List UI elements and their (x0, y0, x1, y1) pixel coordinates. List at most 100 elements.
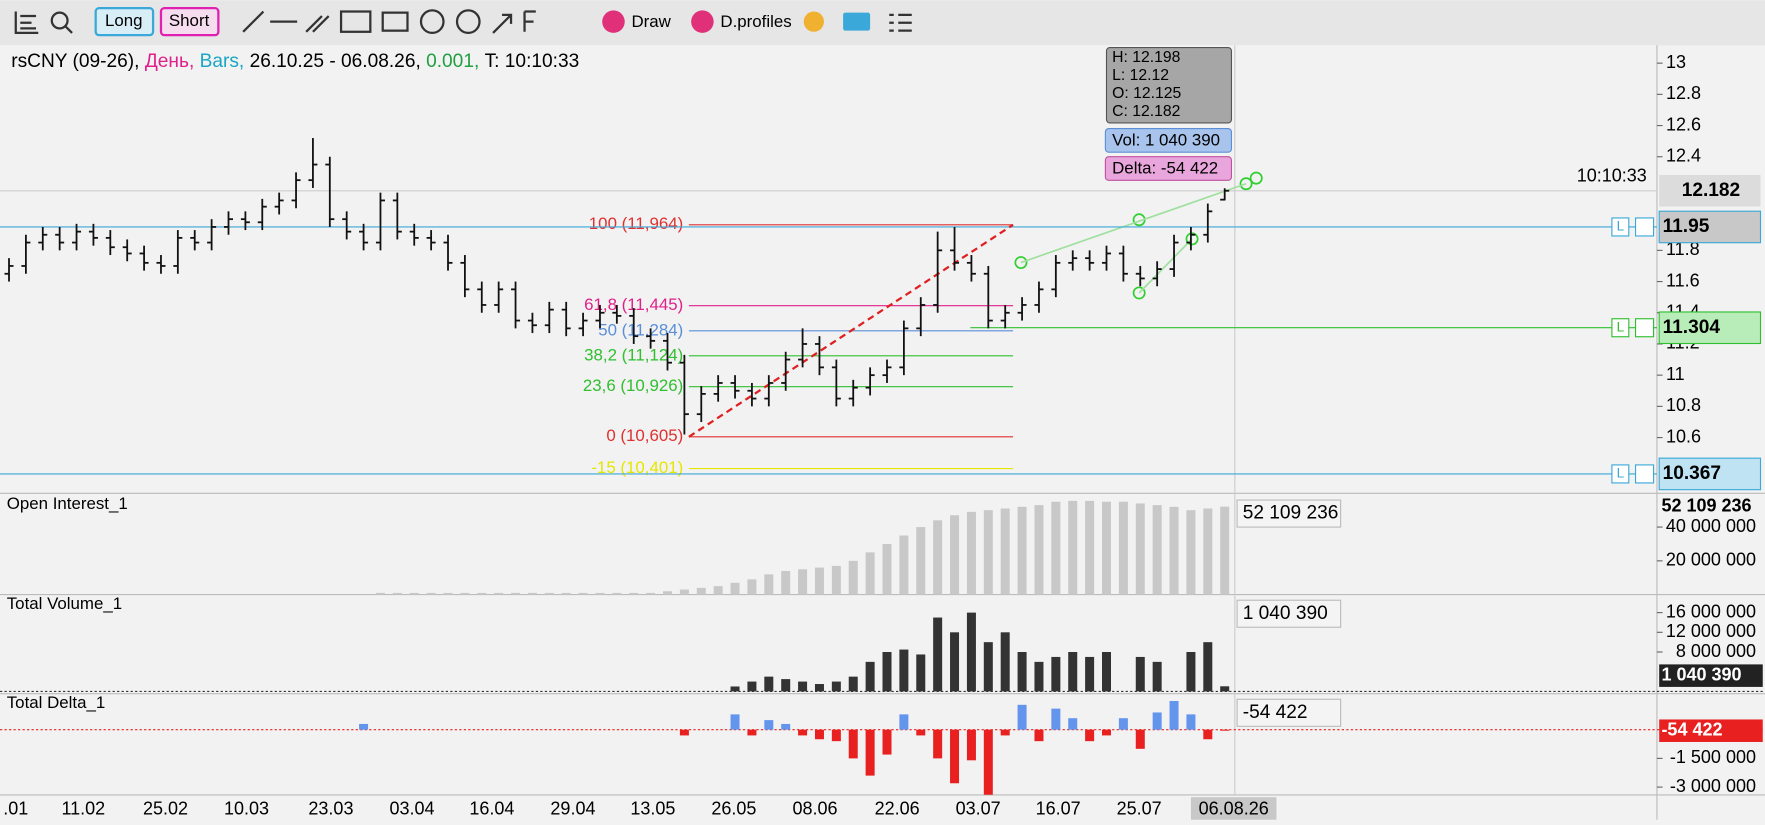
volume-bar (1220, 686, 1230, 692)
level-label: 11.95 (1663, 216, 1710, 237)
volume-bar (814, 684, 824, 692)
y-tick-label: 11 (1666, 364, 1685, 384)
volume-bar (865, 661, 875, 692)
axis-tag (1659, 495, 1763, 518)
date-label: .01 (3, 798, 28, 818)
volume-bar (882, 729, 892, 755)
profiles-label[interactable]: D.profiles (720, 12, 791, 31)
volume-bar (764, 720, 774, 730)
date-label: 16.07 (1036, 798, 1081, 818)
volume-bar (1051, 656, 1061, 692)
volume-bar (713, 586, 723, 595)
volume-bar (983, 642, 993, 692)
date-label: 11.02 (61, 798, 105, 818)
volume-bar (595, 592, 605, 595)
style: Bars, (200, 51, 245, 72)
badge-close (1634, 217, 1655, 237)
fib-label: 0 (10,605) (606, 426, 683, 445)
fib-label: 61,8 (11,445) (584, 295, 683, 314)
volume-bar (494, 592, 504, 595)
drawing-circles (1014, 171, 1263, 300)
volume-bar (831, 729, 841, 742)
volume-bar (612, 592, 622, 595)
long-label[interactable]: Long (105, 11, 143, 30)
draw-label[interactable]: Draw (631, 12, 671, 31)
fib-label: 23,6 (10,926) (583, 376, 683, 395)
volume-bar (848, 676, 858, 692)
volume-bar (646, 592, 656, 595)
volume-bar (730, 582, 740, 595)
volume-bar (1135, 503, 1145, 595)
date-label: 16.04 (469, 798, 514, 818)
volume-bar (629, 592, 639, 595)
step: 0.001, (426, 51, 479, 72)
info-open: O: 12.125 (1112, 85, 1181, 102)
volume-bar (747, 729, 757, 736)
keyboard-icon[interactable] (843, 12, 871, 31)
volume-bar (1085, 656, 1095, 692)
y-tick-label: 16 000 000 (1666, 601, 1756, 621)
volume-bar (747, 579, 757, 595)
panel-title: Total Delta_1 (7, 693, 105, 712)
profiles-icon[interactable] (691, 10, 714, 33)
volume-bar (916, 654, 926, 692)
info-high: H: 12.198 (1112, 49, 1181, 66)
volume-bar (561, 592, 571, 595)
volume-bar (477, 592, 487, 595)
header: rsCNY (09-26), День, Bars, 26.10.25 - 06… (11, 51, 579, 72)
info-low: L: 12.12 (1112, 67, 1169, 84)
volume-bar (1220, 729, 1230, 731)
short-button[interactable] (159, 7, 220, 37)
short-label[interactable]: Short (169, 11, 210, 30)
volume-bar (865, 729, 875, 776)
volume-bar (1051, 501, 1061, 595)
volume-bar (933, 617, 943, 692)
volume-bar (730, 714, 740, 730)
volume-bar (983, 510, 993, 595)
info-vol: Vol: 1 040 390 (1112, 130, 1220, 149)
date-label: 22.06 (875, 798, 920, 818)
volume-bar (443, 592, 453, 595)
volume-bar (781, 723, 791, 730)
y-tick-label: 20 000 000 (1666, 550, 1756, 570)
volume-bar (831, 681, 841, 692)
volume-bar (831, 565, 841, 595)
level-label: 10.367 (1663, 463, 1722, 484)
volume-bar (1000, 729, 1010, 736)
volume-bar (409, 592, 419, 595)
volume-bar (764, 574, 774, 595)
volume-bar (882, 543, 892, 595)
volume-bar (1068, 652, 1078, 692)
info-close: C: 12.182 (1112, 103, 1180, 120)
volume-bar (1101, 729, 1112, 736)
level-tag (1658, 210, 1762, 244)
value-box (1236, 599, 1342, 628)
volume-bar (899, 649, 909, 692)
volume-bar (527, 592, 537, 595)
volume-bar (798, 681, 808, 692)
volume-bar (426, 592, 436, 595)
y-tick-label: 11.6 (1666, 270, 1700, 290)
toolbar-icons (14, 9, 912, 35)
info-delta: Delta: -54 422 (1112, 159, 1218, 178)
period: День, (145, 51, 194, 72)
panel-title: Open Interest_1 (7, 494, 128, 513)
value-box (1236, 499, 1342, 528)
volume-bar (1118, 718, 1128, 730)
axis-value-label: 1 040 390 (1661, 664, 1741, 684)
long-button[interactable] (94, 7, 155, 37)
y-tick-label: 12 000 000 (1666, 621, 1756, 641)
volume-bar (950, 632, 960, 692)
trend-line (688, 223, 1014, 438)
volume-bar (679, 729, 689, 736)
camera-icon[interactable] (803, 11, 824, 32)
level-tag (1658, 457, 1762, 491)
volume-bar (983, 729, 993, 795)
vol-box (1104, 128, 1233, 153)
volume-bar (1152, 712, 1162, 730)
volume-bar (679, 589, 689, 595)
volume-bar (916, 729, 926, 736)
time: T: 10:10:33 (485, 51, 580, 72)
draw-icon[interactable] (602, 10, 625, 33)
